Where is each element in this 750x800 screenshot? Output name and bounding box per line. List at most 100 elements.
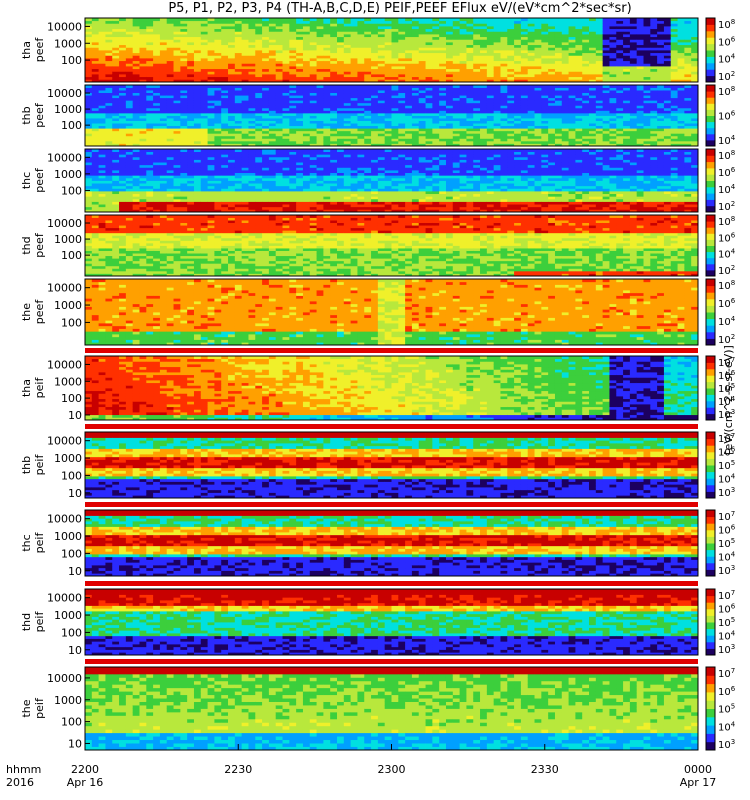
heatmap-cell (602, 115, 610, 119)
heatmap-cell (228, 74, 236, 78)
heatmap-cell (486, 20, 495, 24)
heatmap-cell (234, 92, 243, 96)
heatmap-cell (623, 128, 631, 132)
heatmap-cell (425, 52, 433, 56)
heatmap-cell (214, 74, 222, 78)
heatmap-cell (282, 66, 290, 70)
heatmap-cell (173, 180, 181, 184)
heatmap-cell (139, 74, 147, 78)
heatmap-cell (541, 107, 549, 111)
heatmap-cell (636, 31, 644, 35)
heatmap-cell (677, 115, 685, 119)
heatmap-cell (289, 66, 297, 70)
heatmap-cell (384, 130, 392, 134)
heatmap-cell (112, 209, 120, 213)
heatmap-cell (459, 39, 467, 43)
heatmap-cell (85, 68, 93, 72)
heatmap-cell (228, 172, 236, 176)
heatmap-cell (214, 39, 222, 43)
heatmap-cell (527, 66, 535, 70)
heatmap-cell (200, 154, 208, 158)
heatmap-cell (200, 198, 208, 202)
heatmap-cell (275, 110, 283, 114)
heatmap-cell (262, 120, 270, 124)
heatmap-cell (548, 118, 556, 121)
heatmap-cell (657, 44, 665, 48)
heatmap-cell (589, 18, 597, 22)
heatmap-cell (228, 60, 236, 64)
heatmap-cell (98, 172, 106, 176)
heatmap-cell (282, 28, 290, 32)
heatmap-cell (554, 102, 563, 106)
heatmap-cell (629, 18, 638, 22)
heatmap-cell (616, 26, 624, 30)
heatmap-cell (241, 170, 249, 174)
heatmap-cell (364, 20, 372, 24)
heatmap-cell (193, 143, 202, 147)
heatmap-cell (316, 95, 324, 99)
heatmap-cell (159, 102, 168, 106)
heatmap-cell (486, 68, 495, 72)
heatmap-cell (418, 20, 426, 24)
heatmap-cell (207, 97, 215, 101)
heatmap-cell (132, 60, 140, 64)
heatmap-cell (507, 85, 515, 88)
heatmap-cell (357, 112, 365, 116)
heatmap-cell (663, 87, 672, 91)
heatmap-cell (330, 90, 338, 94)
heatmap-cell (159, 180, 168, 184)
heatmap-cell (357, 87, 365, 91)
heatmap-cell (500, 79, 508, 83)
heatmap-cell (146, 185, 154, 189)
heatmap-cell (582, 50, 590, 54)
heatmap-cell (119, 79, 127, 83)
heatmap-cell (418, 112, 426, 116)
heatmap-cell (677, 76, 685, 80)
heatmap-cell (193, 28, 202, 32)
heatmap-cell (548, 135, 556, 139)
heatmap-cell (214, 170, 222, 174)
heatmap-cell (520, 107, 529, 111)
heatmap-cell (350, 125, 358, 129)
heatmap-cell (248, 107, 256, 111)
heatmap-cell (364, 133, 372, 137)
heatmap-cell (166, 120, 174, 124)
heatmap-cell (282, 68, 290, 72)
heatmap-cell (302, 102, 311, 106)
heatmap-cell (405, 95, 413, 99)
heatmap-cell (302, 110, 311, 114)
heatmap-cell (98, 188, 106, 192)
heatmap-cell (105, 196, 113, 200)
heatmap-cell (214, 209, 222, 213)
heatmap-cell (119, 39, 127, 43)
heatmap-cell (548, 63, 556, 67)
heatmap-cell (241, 151, 249, 155)
heatmap-cell (384, 107, 392, 111)
heatmap-cell (275, 138, 283, 142)
heatmap-cell (568, 76, 576, 80)
heatmap-cell (561, 90, 569, 94)
heatmap-cell (486, 97, 495, 101)
heatmap-cell (153, 39, 161, 43)
heatmap-cell (411, 107, 420, 111)
heatmap-cell (139, 58, 147, 62)
heatmap-cell (561, 42, 569, 46)
heatmap-cell (125, 125, 134, 129)
heatmap-cell (268, 74, 277, 78)
heatmap-cell (330, 85, 338, 88)
heatmap-cell (296, 135, 304, 139)
heatmap-cell (398, 140, 406, 144)
heatmap-cell (146, 95, 154, 99)
heatmap-cell (119, 185, 127, 189)
heatmap-cell (180, 112, 188, 116)
heatmap-cell (507, 50, 515, 54)
heatmap-cell (432, 110, 440, 114)
heatmap-cell (119, 100, 127, 104)
heatmap-cell (166, 172, 174, 176)
heatmap-cell (616, 63, 624, 67)
heatmap-cell (180, 138, 188, 142)
heatmap-cell (371, 138, 379, 142)
heatmap-cell (663, 118, 672, 121)
heatmap-cell (554, 60, 563, 64)
heatmap-cell (452, 140, 461, 144)
